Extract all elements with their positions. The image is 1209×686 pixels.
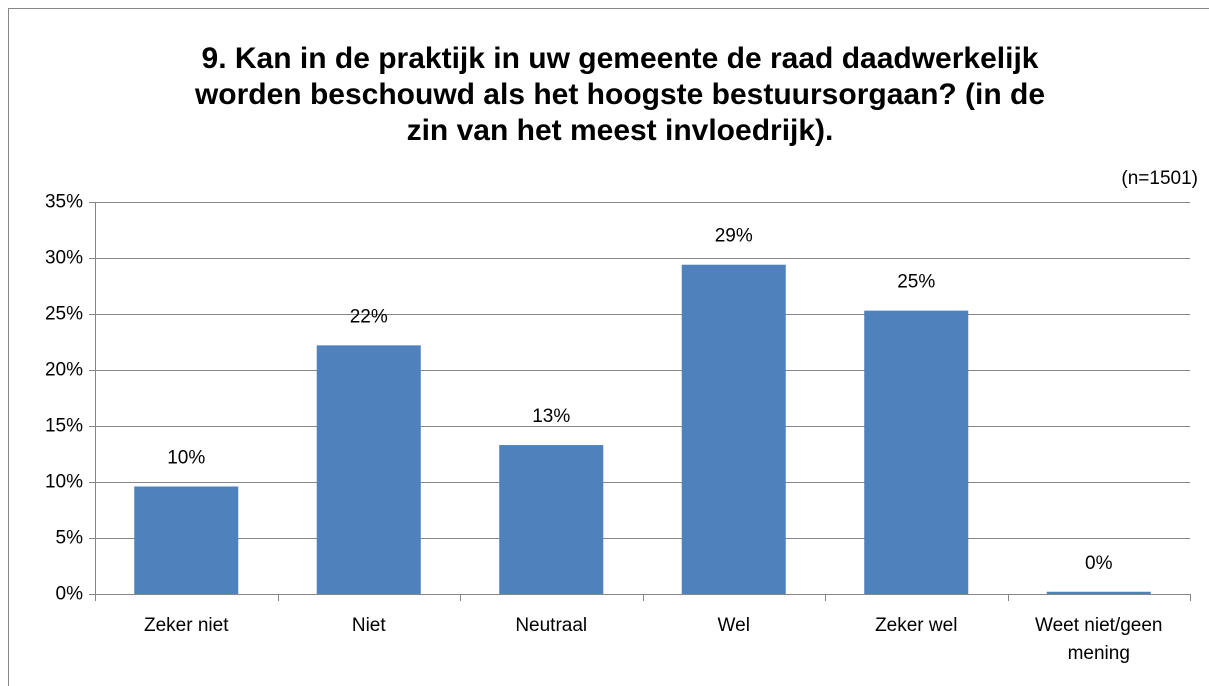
x-tick-label: Zeker wel — [875, 615, 958, 636]
y-tick-label: 25% — [45, 304, 83, 325]
y-tick-label: 15% — [45, 416, 83, 437]
x-tick-label: Neutraal — [515, 615, 588, 636]
x-tick-label: Zeker niet — [144, 615, 229, 636]
chart-title: 9. Kan in de praktijk in uw gemeente de … — [202, 42, 1039, 75]
bar — [134, 486, 239, 594]
subtitle: (n=1501) — [1121, 168, 1198, 189]
y-tick-label: 20% — [45, 360, 83, 381]
y-tick-label: 35% — [45, 192, 83, 213]
bar — [316, 345, 421, 594]
bar — [681, 264, 786, 594]
x-tick-label: Weet niet/geen mening — [1035, 615, 1163, 664]
data-label: 10% — [167, 447, 205, 468]
data-label: 13% — [532, 406, 570, 427]
x-tick-label: Niet — [351, 615, 386, 636]
chart-title: zin van het meest invloedrijk). — [407, 114, 834, 147]
y-tick-label: 30% — [45, 248, 83, 269]
data-label: 22% — [350, 306, 388, 327]
x-tick-label: Wel — [717, 615, 750, 636]
y-tick-label: 10% — [45, 472, 83, 493]
y-tick-label: 5% — [56, 528, 84, 549]
data-label: 0% — [1085, 553, 1113, 574]
data-label: 29% — [715, 226, 753, 247]
chart-title: worden beschouwd als het hoogste bestuur… — [194, 78, 1045, 111]
y-tick-label: 0% — [56, 584, 84, 605]
data-label: 25% — [897, 272, 935, 293]
bar — [499, 445, 604, 594]
bar — [1046, 591, 1151, 594]
bar — [864, 310, 969, 594]
